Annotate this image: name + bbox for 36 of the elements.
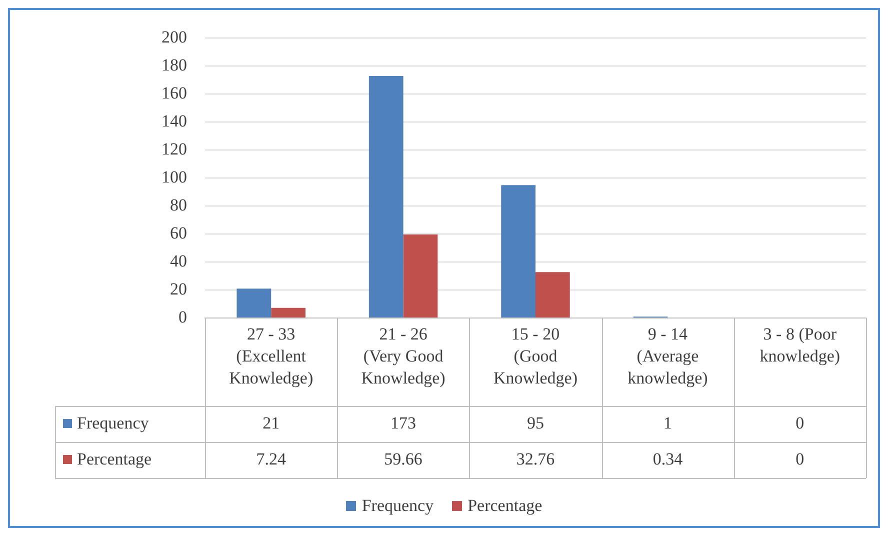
data-label: 21 [262, 413, 280, 432]
legend-label: Percentage [77, 449, 152, 468]
y-tick-label: 140 [162, 112, 187, 131]
data-label: 95 [527, 413, 544, 432]
data-label: 173 [390, 413, 416, 432]
bar [236, 288, 272, 318]
x-tick-label: 21 - 26 (Very Good Knowledge) [361, 324, 446, 388]
bar [368, 76, 404, 318]
data-label: 59.66 [384, 449, 422, 468]
text: Frequency [362, 496, 434, 515]
bar [501, 185, 536, 318]
data-label: 7.24 [256, 449, 286, 468]
y-tick-label: 100 [162, 168, 187, 187]
x-tick-label: 15 - 20 (Good Knowledge) [493, 324, 578, 388]
x-tick-label: 9 - 14 (Average knowledge) [628, 324, 708, 388]
bar [271, 308, 306, 318]
y-tick-label: 0 [178, 307, 187, 326]
bar [536, 272, 570, 318]
y-tick-label: 20 [170, 279, 187, 298]
legend-label: Frequency [77, 413, 150, 432]
data-label: 0 [796, 413, 804, 432]
y-tick-label: 200 [162, 28, 187, 47]
data-label: 0.34 [652, 449, 684, 468]
y-tick-label: 120 [162, 140, 187, 159]
y-tick-label: 160 [162, 84, 187, 103]
text: Percentage [468, 496, 542, 515]
y-tick-label: 80 [170, 196, 187, 215]
data-label: 0 [796, 449, 804, 468]
bar [403, 234, 438, 318]
data-label: 1 [663, 413, 672, 432]
y-tick-label: 60 [170, 224, 187, 243]
y-tick-label: 180 [162, 56, 187, 75]
data-label: 32.76 [516, 449, 555, 468]
x-tick-label: 27 - 33 (Excellent Knowledge) [229, 324, 314, 388]
x-tick-label: 3 - 8 (Poor knowledge) [760, 324, 840, 366]
y-tick-label: 40 [170, 252, 187, 271]
